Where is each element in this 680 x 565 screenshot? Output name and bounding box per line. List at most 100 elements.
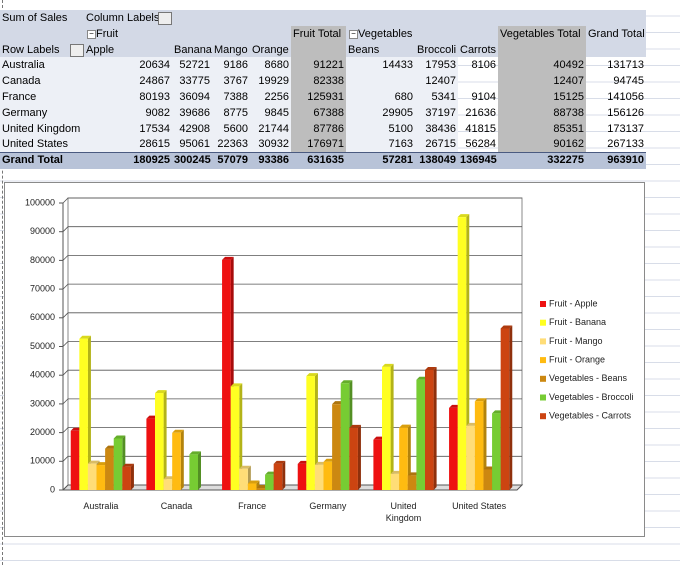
- bar-top: [382, 363, 394, 367]
- value-cell: 82338: [313, 75, 344, 88]
- bar-side: [163, 390, 167, 490]
- legend-label: Vegetables - Carrots: [549, 411, 632, 421]
- value-cell: 138049: [419, 154, 456, 167]
- y-tick-label: 60000: [30, 312, 55, 322]
- value-cell: 28615: [139, 138, 170, 151]
- bar-top: [500, 325, 513, 329]
- value-cell: 8775: [223, 106, 248, 119]
- bar-top: [172, 429, 184, 433]
- row-band: [346, 57, 458, 153]
- bar: [306, 376, 315, 490]
- value-cell: 9186: [223, 59, 248, 72]
- corner-label: Sum of Sales: [2, 12, 68, 24]
- legend-swatch: [540, 357, 546, 364]
- bar: [239, 468, 248, 490]
- value-cell: 7163: [388, 138, 413, 151]
- value-cell: 22363: [217, 138, 248, 151]
- value-cell: 7388: [223, 91, 248, 103]
- collapse-icon[interactable]: −: [87, 29, 96, 39]
- value-cell: 36094: [179, 91, 210, 103]
- value-cell: 21744: [258, 122, 289, 135]
- y-tick-label: 50000: [30, 341, 55, 351]
- column-header: Beans: [348, 43, 380, 56]
- value-cell: 180925: [133, 154, 170, 167]
- bar: [500, 328, 510, 490]
- value-cell: 9104: [471, 91, 496, 103]
- filter-button[interactable]: [70, 43, 84, 57]
- row-labels: Row Labels: [2, 43, 60, 56]
- bar: [449, 407, 458, 490]
- y-tick-label: 80000: [30, 255, 55, 265]
- collapse-icon[interactable]: −: [349, 29, 358, 39]
- bar: [466, 425, 475, 490]
- legend-swatch: [540, 319, 546, 326]
- column-header: Orange: [252, 43, 289, 56]
- bar-side: [357, 424, 361, 490]
- bar-side: [198, 451, 201, 490]
- bar: [314, 464, 324, 490]
- bar-top: [457, 214, 470, 218]
- row-label: United States: [2, 138, 69, 151]
- legend-label: Fruit - Apple: [549, 298, 598, 308]
- value-cell: 2256: [264, 91, 289, 103]
- value-cell: 40492: [553, 59, 584, 72]
- value-cell: 85351: [553, 122, 584, 135]
- value-cell: 91221: [313, 59, 344, 72]
- bar: [79, 338, 88, 490]
- bar-side: [483, 398, 487, 490]
- bar: [230, 386, 240, 490]
- bar: [382, 366, 391, 490]
- value-cell: 41815: [465, 122, 496, 135]
- value-cell: 20634: [139, 59, 170, 72]
- legend-label: Fruit - Banana: [549, 317, 606, 327]
- row-band: [0, 57, 291, 153]
- value-cell: 176971: [307, 138, 344, 151]
- bar: [390, 473, 400, 490]
- column-header: Carrots: [460, 43, 497, 56]
- bar: [163, 479, 173, 490]
- bar: [273, 463, 283, 490]
- bar: [474, 401, 484, 490]
- grid-line: [62, 427, 522, 433]
- grid-line: [62, 283, 522, 290]
- bar: [399, 427, 408, 490]
- value-cell: 38436: [425, 122, 456, 135]
- bar: [349, 427, 358, 490]
- value-cell: 173137: [607, 122, 644, 135]
- value-cell: 15125: [553, 91, 584, 103]
- grid-line: [62, 369, 522, 376]
- value-cell: 14433: [382, 59, 413, 72]
- bar: [340, 383, 350, 490]
- bar: [189, 454, 198, 490]
- bar-top: [425, 366, 437, 370]
- y-tick-label: 100000: [25, 197, 55, 207]
- value-cell: 8680: [264, 59, 289, 72]
- bar-side: [239, 383, 243, 490]
- grid-line: [62, 255, 522, 261]
- value-cell: 94745: [613, 75, 644, 88]
- legend-label: Vegetables - Broccoli: [549, 392, 634, 402]
- total-header: Vegetables Total: [500, 27, 581, 40]
- group-label: Vegetables: [358, 27, 413, 40]
- value-cell: 680: [394, 91, 413, 103]
- value-cell: 125931: [307, 91, 344, 103]
- legend-label: Vegetables - Beans: [549, 373, 628, 383]
- bar-top: [273, 460, 286, 464]
- grid-line: [62, 226, 522, 232]
- bar: [483, 469, 493, 490]
- bar-top: [79, 335, 91, 339]
- bar-side: [130, 463, 134, 490]
- bar: [373, 439, 382, 490]
- value-cell: 80193: [139, 91, 170, 103]
- bar: [70, 430, 80, 490]
- column-header: Apple: [86, 43, 115, 56]
- bar-top: [113, 435, 126, 439]
- value-cell: 131713: [607, 59, 644, 72]
- value-cell: 963910: [607, 154, 644, 167]
- bar: [87, 463, 97, 490]
- grid-line: [62, 312, 522, 319]
- value-cell: 9082: [145, 106, 170, 119]
- value-cell: 93386: [258, 154, 289, 167]
- filter-button[interactable]: [158, 12, 172, 25]
